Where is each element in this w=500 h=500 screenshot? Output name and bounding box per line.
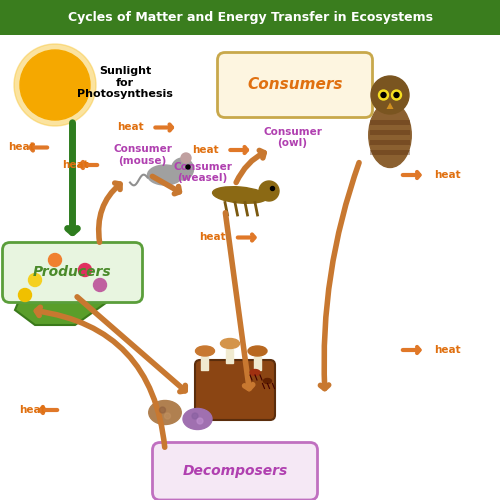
Polygon shape xyxy=(370,130,410,135)
Text: Decomposers: Decomposers xyxy=(182,464,288,478)
Text: heat: heat xyxy=(62,160,88,170)
Text: Consumers: Consumers xyxy=(247,78,343,92)
Text: Producers: Producers xyxy=(33,266,112,280)
Text: Sunlight
for
Photosynthesis: Sunlight for Photosynthesis xyxy=(77,66,173,99)
FancyBboxPatch shape xyxy=(195,360,275,420)
Text: heat: heat xyxy=(434,345,461,355)
Text: heat: heat xyxy=(192,145,218,155)
FancyBboxPatch shape xyxy=(152,442,318,500)
Circle shape xyxy=(94,278,106,291)
Circle shape xyxy=(259,181,279,201)
Bar xyxy=(254,356,261,370)
FancyBboxPatch shape xyxy=(2,242,142,302)
Ellipse shape xyxy=(212,186,268,204)
FancyBboxPatch shape xyxy=(218,52,372,118)
Circle shape xyxy=(192,413,198,419)
Circle shape xyxy=(181,153,191,163)
Circle shape xyxy=(164,413,170,419)
Ellipse shape xyxy=(369,102,411,168)
Circle shape xyxy=(20,50,90,120)
Circle shape xyxy=(14,44,96,126)
Ellipse shape xyxy=(149,400,181,424)
Polygon shape xyxy=(370,150,410,155)
Circle shape xyxy=(378,90,388,100)
Text: heat: heat xyxy=(199,232,226,242)
Circle shape xyxy=(160,407,166,413)
FancyBboxPatch shape xyxy=(0,0,500,35)
Text: Consumer
(weasel): Consumer (weasel) xyxy=(173,162,232,184)
Circle shape xyxy=(371,76,409,114)
Text: heat: heat xyxy=(19,405,46,415)
Circle shape xyxy=(78,264,92,276)
Circle shape xyxy=(270,186,274,190)
Text: heat: heat xyxy=(116,122,143,132)
Polygon shape xyxy=(386,102,394,109)
Circle shape xyxy=(48,254,62,266)
Ellipse shape xyxy=(183,408,212,430)
Text: Cycles of Matter and Energy Transfer in Ecosystems: Cycles of Matter and Energy Transfer in … xyxy=(68,11,432,24)
Circle shape xyxy=(381,92,386,98)
Ellipse shape xyxy=(196,346,214,356)
Ellipse shape xyxy=(148,165,182,185)
Circle shape xyxy=(394,92,399,98)
Circle shape xyxy=(18,288,32,302)
Bar xyxy=(202,356,208,370)
Circle shape xyxy=(28,274,42,286)
Ellipse shape xyxy=(220,338,240,348)
Text: Consumer
(owl): Consumer (owl) xyxy=(263,126,322,148)
Ellipse shape xyxy=(264,378,272,384)
Text: heat: heat xyxy=(8,142,34,152)
Circle shape xyxy=(197,418,203,424)
Polygon shape xyxy=(15,245,110,325)
Polygon shape xyxy=(370,120,410,125)
Circle shape xyxy=(392,90,402,100)
Text: Consumer
(mouse): Consumer (mouse) xyxy=(113,144,172,166)
Text: heat: heat xyxy=(434,170,461,180)
Circle shape xyxy=(172,158,194,180)
Circle shape xyxy=(186,165,190,169)
Ellipse shape xyxy=(250,370,260,376)
Polygon shape xyxy=(370,140,410,145)
Ellipse shape xyxy=(248,346,267,356)
Bar xyxy=(226,348,234,362)
